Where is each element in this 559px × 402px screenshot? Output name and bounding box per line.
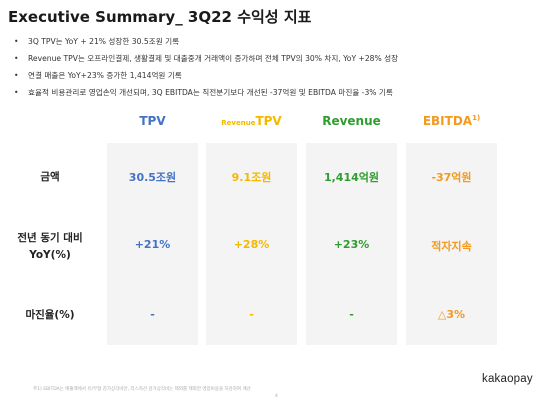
bullet-item: Revenue TPV는 오프라인결제, 생활결제 및 대출중개 거래액이 증가… xyxy=(14,50,398,67)
row-label-yoy-line2: YoY(%) xyxy=(29,249,71,261)
margin-ebitda: △3% xyxy=(437,308,466,321)
amount-tpv: 30.5조원 xyxy=(128,171,177,184)
margin-revenue: - xyxy=(349,308,354,321)
bullet-item: 3Q TPV는 YoY + 21% 성장한 30.5조원 기록 xyxy=(14,33,398,50)
column-header-ebitda-label: EBITDA xyxy=(422,114,473,128)
column-header-ebitda: EBITDA1) xyxy=(406,114,497,134)
margin-tpv: - xyxy=(150,308,155,321)
kakaopay-logo: kakaopay xyxy=(482,373,533,385)
row-label-amount: 금액 xyxy=(40,171,60,183)
column-card-revenue xyxy=(306,143,397,345)
column-card-tpv xyxy=(107,143,198,345)
yoy-revenue-tpv: +28% xyxy=(233,238,270,251)
column-card-ebitda xyxy=(406,143,497,345)
column-header-revenue: Revenue xyxy=(322,114,381,128)
amount-revenue: 1,414억원 xyxy=(323,171,380,184)
yoy-ebitda: 적자지속 xyxy=(431,240,472,253)
row-label-yoy: 전년 동기 대비 YoY(%) xyxy=(10,230,90,264)
amount-ebitda: -37억원 xyxy=(431,171,472,184)
column-header-revenue-tpv: RevenueTPV xyxy=(206,114,297,134)
column-header-revenue-tpv-main: TPV xyxy=(255,114,282,128)
summary-bullets: 3Q TPV는 YoY + 21% 성장한 30.5조원 기록 Revenue … xyxy=(14,33,398,101)
bullet-item: 연결 매출은 YoY+23% 증가한 1,414억원 기록 xyxy=(14,67,398,84)
bullet-item: 효율적 비용관리로 영업손익 개선되며, 3Q EBITDA는 직전분기보다 개… xyxy=(14,84,398,101)
yoy-tpv: +21% xyxy=(134,238,171,251)
row-label-margin: 마진율(%) xyxy=(25,309,75,321)
page-title: Executive Summary_ 3Q22 수익성 지표 xyxy=(8,8,312,26)
yoy-revenue: +23% xyxy=(333,238,370,251)
page-number: 4 xyxy=(275,394,278,399)
column-header-tpv: TPV xyxy=(139,114,166,128)
amount-revenue-tpv: 9.1조원 xyxy=(231,171,272,184)
column-header-revenue-tpv-prefix: Revenue xyxy=(221,119,256,127)
footnote: 주1) EBITDA는 매출액에서 유/무형 감가상각비만, 리스자산 감가상각… xyxy=(33,387,251,392)
row-label-yoy-line1: 전년 동기 대비 xyxy=(17,232,83,244)
margin-revenue-tpv: - xyxy=(249,308,254,321)
column-card-revenue-tpv xyxy=(206,143,297,345)
column-header-ebitda-footnote-mark: 1) xyxy=(472,114,481,122)
